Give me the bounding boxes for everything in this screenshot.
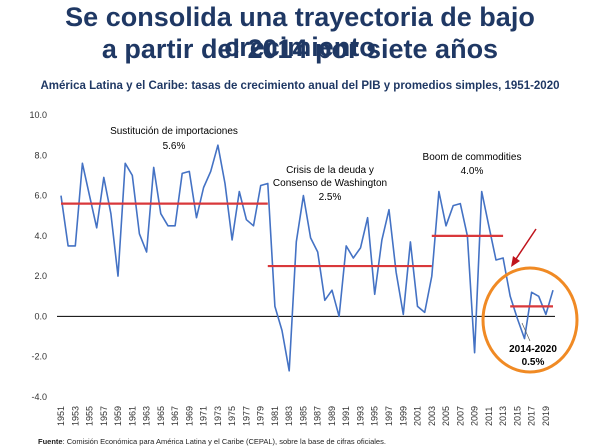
- y-tick-label: 0.0: [34, 311, 47, 321]
- x-tick-label: 1987: [313, 406, 323, 426]
- x-tick-label: 1965: [156, 406, 166, 426]
- y-tick-label: -4.0: [31, 392, 47, 402]
- source-note: Fuente: Comisión Económica para América …: [38, 437, 386, 446]
- highlight-circle: [481, 266, 579, 374]
- x-tick-label: 2015: [512, 406, 522, 426]
- x-tick-label: 1993: [355, 406, 365, 426]
- x-tick-label: 1953: [70, 406, 80, 426]
- x-tick-label: 1957: [99, 406, 109, 426]
- y-tick-label: 2.0: [34, 271, 47, 281]
- x-tick-label: 1981: [270, 406, 280, 426]
- x-tick-label: 1967: [170, 406, 180, 426]
- x-tick-label: 1963: [142, 406, 152, 426]
- chart-subtitle: América Latina y el Caribe: tasas de cre…: [40, 80, 560, 92]
- x-tick-label: 2009: [470, 406, 480, 426]
- annotation-recent-value: 0.5%: [522, 357, 545, 368]
- x-tick-label: 1983: [284, 406, 294, 426]
- x-tick-label: 1979: [256, 406, 266, 426]
- x-tick-label: 1989: [327, 406, 337, 426]
- x-tick-label: 1951: [56, 406, 66, 426]
- y-tick-label: 8.0: [34, 150, 47, 160]
- annotation-debt-label-1: Crisis de la deuda y: [286, 165, 374, 176]
- page-title-line-2: a partir del 2014 por siete años: [101, 34, 499, 64]
- y-tick-label: 10.0: [29, 110, 47, 120]
- y-tick-label: 6.0: [34, 191, 47, 201]
- annotation-isi-label: Sustitución de importaciones: [110, 126, 238, 137]
- x-tick-label: 1975: [227, 406, 237, 426]
- page-title-line-1: Se consolida una trayectoria de bajo cre…: [65, 2, 535, 62]
- x-tick-label: 1977: [241, 406, 251, 426]
- x-tick-label: 2005: [441, 406, 451, 426]
- annotation-debt-label-2: Consenso de Washington: [273, 178, 387, 189]
- x-tick-label: 1971: [199, 406, 209, 426]
- y-tick-label: 4.0: [34, 231, 47, 241]
- annotation-isi-value: 5.6%: [163, 141, 186, 152]
- gdp-growth-series-line: [60, 144, 554, 372]
- x-tick-label: 2001: [413, 406, 423, 426]
- x-tick-label: 2013: [498, 406, 508, 426]
- y-tick-label: -2.0: [31, 352, 47, 362]
- x-tick-label: 1999: [398, 406, 408, 426]
- x-tick-label: 2007: [455, 406, 465, 426]
- x-tick-label: 2003: [427, 406, 437, 426]
- x-tick-label: 1973: [213, 406, 223, 426]
- x-tick-label: 1991: [341, 406, 351, 426]
- x-tick-label: 1959: [113, 406, 123, 426]
- x-tick-label: 1997: [384, 406, 394, 426]
- annotation-boom-label: Boom de commodities: [423, 152, 522, 163]
- annotation-recent-label: 2014-2020: [509, 344, 557, 355]
- x-tick-label: 2011: [484, 407, 494, 426]
- x-tick-label: 1995: [370, 406, 380, 426]
- x-tick-label: 1961: [127, 406, 137, 426]
- source-label: Fuente: [38, 437, 63, 446]
- x-tick-label: 1985: [298, 406, 308, 426]
- source-text: : Comisión Económica para América Latina…: [62, 437, 386, 446]
- annotation-debt-value: 2.5%: [319, 192, 342, 203]
- x-tick-label: 1969: [184, 406, 194, 426]
- x-tick-label: 2017: [527, 406, 537, 426]
- annotation-boom-value: 4.0%: [461, 166, 484, 177]
- arrow-icon: [511, 228, 537, 267]
- x-tick-label: 1955: [85, 406, 95, 426]
- x-tick-label: 2019: [541, 406, 551, 426]
- callout-leader-line: [521, 322, 531, 342]
